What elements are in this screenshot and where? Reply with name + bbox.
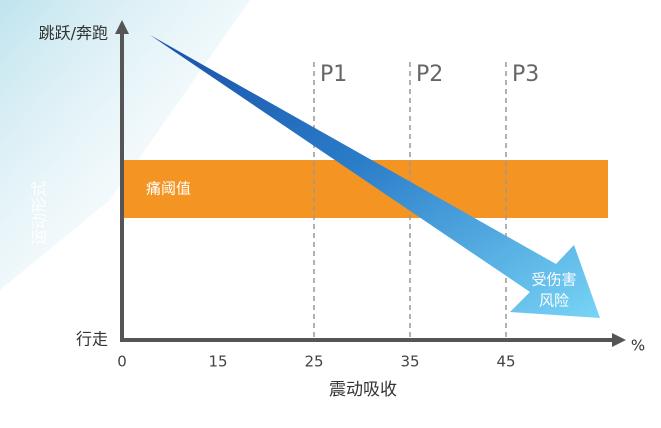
arrow-label: 受伤害 — [531, 271, 576, 289]
background-shade — [0, 0, 250, 290]
y-axis-label: 运动形式 — [30, 181, 49, 245]
x-tick-label: 35 — [400, 353, 419, 371]
y-bottom-label: 行走 — [76, 330, 108, 349]
x-tick-label: 25 — [304, 353, 323, 371]
x-axis-label: 震动吸收 — [329, 380, 397, 400]
risk-arrow — [150, 35, 600, 318]
arrow-label: 风险 — [539, 292, 569, 310]
x-tick-label: 45 — [496, 353, 515, 371]
x-unit: % — [631, 337, 645, 355]
y-top-label: 跳跃/奔跑 — [39, 24, 108, 43]
y-axis-arrow — [115, 20, 129, 34]
x-axis-arrow — [612, 333, 626, 347]
x-tick-label: 15 — [208, 353, 227, 371]
marker-label: P2 — [416, 62, 443, 87]
marker-label: P3 — [512, 62, 539, 87]
marker-label: P1 — [320, 62, 347, 87]
band-label: 痛阈值 — [146, 180, 191, 198]
x-tick-label: 0 — [117, 353, 127, 371]
